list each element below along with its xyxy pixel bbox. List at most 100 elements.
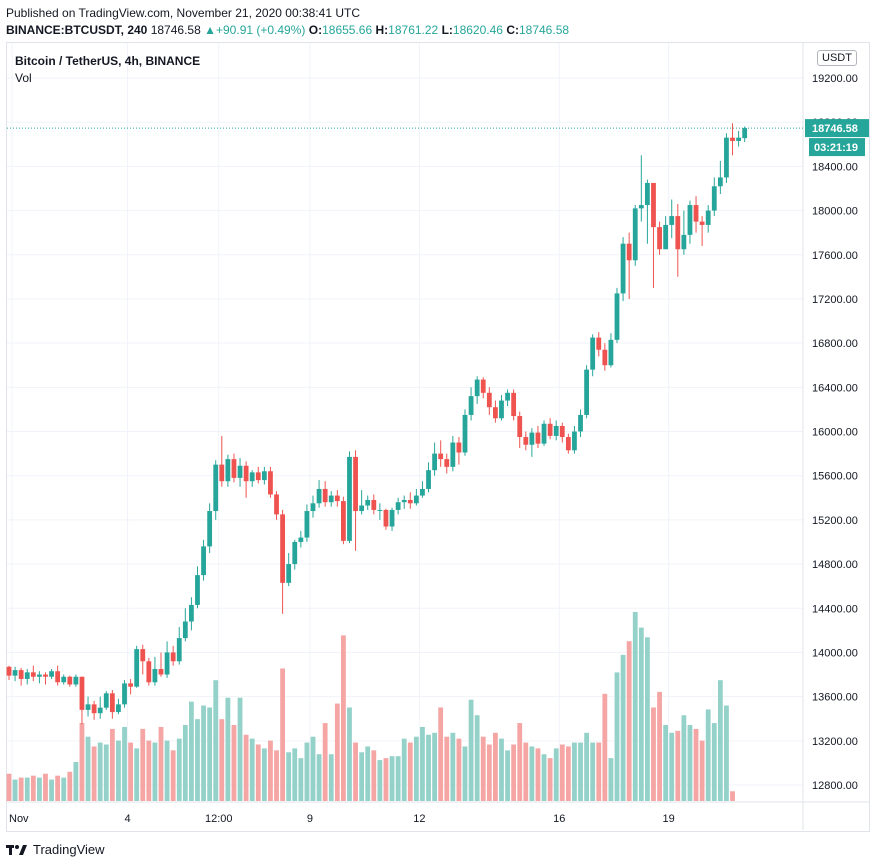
volume-bar: [24, 777, 30, 801]
volume-bar: [389, 756, 395, 801]
volume-bar: [553, 748, 559, 801]
candle-body: [37, 674, 42, 677]
volume-bar: [474, 715, 480, 801]
volume-bar: [462, 746, 468, 801]
candle-body: [730, 137, 735, 141]
candle-body: [103, 693, 109, 708]
volume-bar: [505, 750, 510, 801]
candle-body: [742, 128, 748, 139]
x-tick-label: 19: [663, 813, 675, 825]
candle-body: [711, 186, 717, 211]
volume-bar: [444, 736, 450, 801]
candle-body: [189, 604, 194, 622]
volume-bar: [711, 723, 717, 801]
candle-body: [201, 546, 206, 576]
volume-bar: [596, 742, 602, 801]
candle-body: [49, 671, 54, 677]
volume-bar: [480, 736, 486, 801]
volume-bar: [304, 742, 310, 801]
symbol-label[interactable]: BINANCE:BTCUSDT, 240: [6, 23, 148, 37]
volume-bar: [651, 707, 656, 801]
close-value: 18746.58: [518, 23, 570, 37]
candle-body: [109, 693, 115, 713]
y-tick-label: 18400.00: [812, 161, 858, 173]
volume-bar: [255, 744, 261, 801]
candle-body: [134, 649, 140, 687]
candle-body: [444, 459, 450, 467]
candle-body: [67, 676, 73, 685]
candle-body: [116, 704, 121, 713]
volume-bar: [602, 693, 608, 801]
candle-body: [43, 674, 48, 677]
x-tick-label: 12:00: [205, 813, 233, 825]
volume-bar: [401, 738, 407, 801]
candle-body: [97, 707, 103, 714]
y-tick-label: 16800.00: [812, 338, 858, 350]
candle-body: [55, 671, 61, 683]
volume-bar: [717, 680, 723, 801]
candle-body: [438, 453, 444, 460]
candle-body: [529, 432, 535, 445]
candle-body: [486, 392, 492, 408]
candle-body: [450, 442, 456, 467]
candle-body: [322, 488, 328, 503]
footer-logo[interactable]: TradingView: [6, 842, 105, 857]
candle-body: [614, 293, 620, 340]
candle-body: [663, 224, 669, 250]
candle-body: [426, 470, 431, 489]
volume-bar: [681, 715, 687, 801]
candle-body: [170, 652, 176, 662]
candle-body: [626, 243, 632, 261]
candle-body: [565, 437, 571, 451]
volume-bar: [365, 746, 371, 801]
candle-body: [18, 670, 24, 679]
candle-body: [511, 392, 517, 417]
candle-body: [657, 227, 662, 250]
y-tick-label: 19200.00: [812, 73, 858, 85]
candle-body: [468, 396, 474, 415]
volume-bar: [280, 668, 285, 801]
volume-bar: [420, 726, 425, 801]
legend-title[interactable]: Bitcoin / TetherUS, 4h, BINANCE: [15, 54, 201, 68]
candle-body: [334, 495, 340, 502]
volume-bar: [638, 627, 644, 801]
open-label: O:: [308, 23, 323, 37]
candle-body: [146, 661, 152, 683]
candle-body: [243, 465, 249, 482]
x-tick-label: 12: [413, 813, 425, 825]
candle-body: [462, 414, 468, 453]
volume-bar: [201, 705, 206, 801]
y-tick-label: 16400.00: [812, 382, 858, 394]
currency-unit-badge[interactable]: USDT: [817, 50, 857, 66]
volume-bar: [347, 707, 352, 801]
change-arrow-icon: ▲: [204, 23, 216, 37]
last-price: 18746.58: [150, 23, 201, 37]
volume-bar: [608, 758, 614, 801]
volume-bar: [219, 719, 225, 801]
candle-body: [347, 456, 352, 541]
legend-volume[interactable]: Vol: [15, 71, 32, 85]
volume-bar: [128, 742, 133, 801]
volume-bar: [73, 762, 79, 801]
low-value: 18620.46: [452, 23, 503, 37]
candle-body: [499, 400, 504, 419]
candle-body: [341, 501, 346, 541]
volume-bar: [182, 725, 188, 801]
candle-body: [383, 509, 389, 527]
candle-body: [480, 379, 486, 393]
candle-body: [395, 502, 401, 510]
candle-body: [517, 416, 523, 438]
volume-bar: [18, 777, 24, 801]
volume-bar: [274, 750, 279, 801]
candle-body: [73, 676, 79, 685]
candle-body: [705, 210, 711, 225]
candle-body: [420, 488, 425, 496]
y-tick-label: 16000.00: [812, 427, 858, 439]
candle-body: [724, 137, 729, 178]
volume-bar: [261, 748, 267, 801]
y-tick-label: 17200.00: [812, 294, 858, 306]
volume-bar: [85, 736, 91, 801]
volume-bar: [645, 637, 650, 801]
candle-body: [328, 495, 334, 503]
